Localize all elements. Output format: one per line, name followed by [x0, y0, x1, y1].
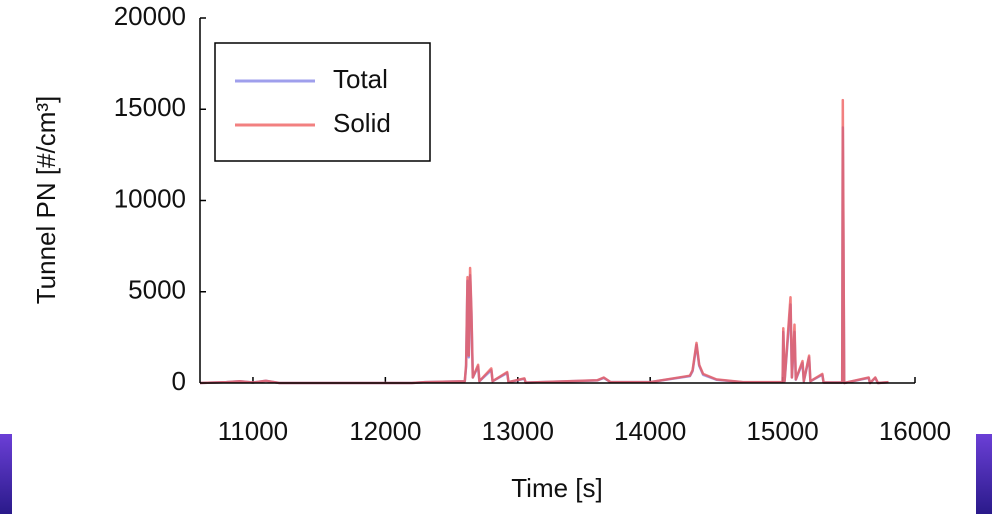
legend-label: Total [333, 64, 388, 94]
legend-label: Solid [333, 108, 391, 138]
decoration [0, 434, 12, 514]
legend-box [214, 42, 431, 162]
y-tick-label: 10000 [114, 183, 186, 213]
data-line [199, 126, 889, 385]
x-axis-label: Time [s] [511, 473, 602, 503]
decoration [976, 434, 992, 514]
x-tick-label: 13000 [482, 416, 554, 446]
x-tick-label: 16000 [879, 416, 951, 446]
x-tick-label: 11000 [218, 416, 288, 446]
data-line [199, 98, 889, 385]
x-tick-label: 12000 [349, 416, 421, 446]
x-tick-label: 14000 [614, 416, 686, 446]
y-tick-label: 5000 [128, 275, 186, 305]
y-axis-label: Tunnel PN [#/cm³] [31, 96, 61, 305]
y-tick-label: 0 [172, 366, 186, 396]
y-tick-label: 20000 [114, 1, 186, 31]
y-tick-label: 15000 [114, 92, 186, 122]
x-tick-label: 15000 [746, 416, 818, 446]
